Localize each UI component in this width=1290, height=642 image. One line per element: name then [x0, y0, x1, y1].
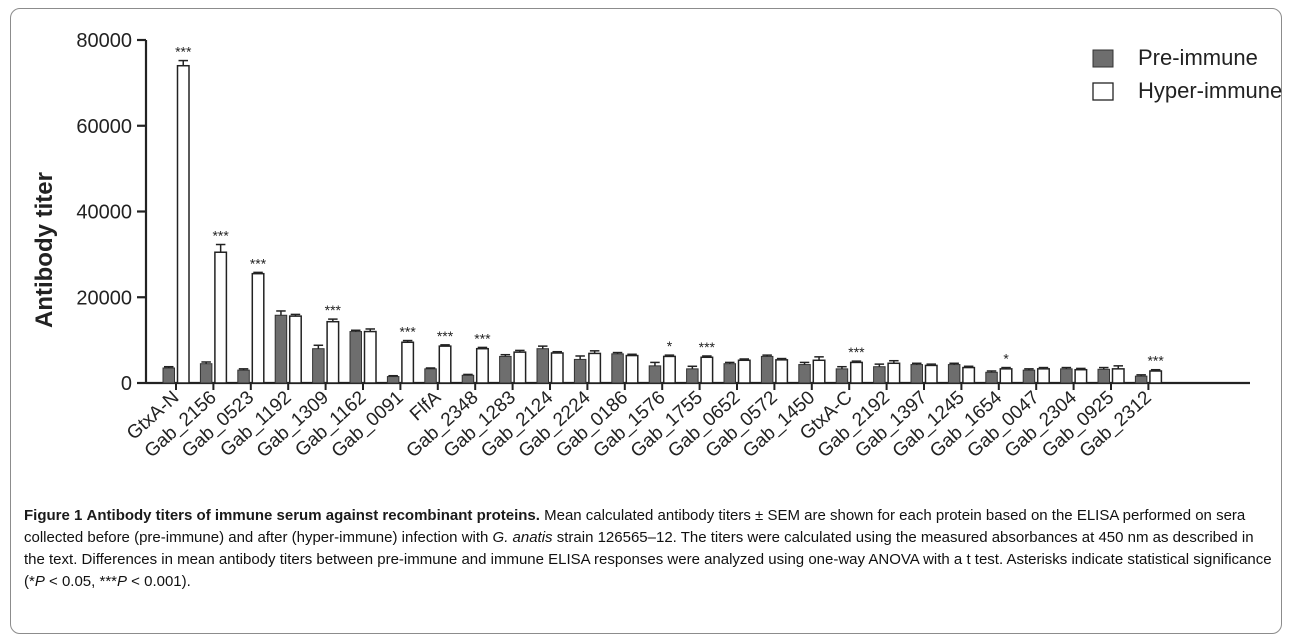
bar-hyper-immune	[214, 251, 228, 384]
significance-marker: ***	[474, 330, 491, 346]
bar-hyper-immune	[662, 355, 676, 384]
bar-pre-immune	[536, 348, 549, 384]
bar-hyper-immune	[625, 354, 639, 384]
bar-hyper-immune	[924, 364, 938, 384]
bar-pre-immune	[573, 358, 587, 384]
bar-hyper-immune	[363, 330, 377, 384]
y-axis: 0 20000 40000 60000 80000	[76, 30, 148, 395]
caption-label: Figure 1	[24, 507, 83, 524]
caption-title: Antibody titers of immune serum against …	[86, 507, 540, 524]
bar-pre-immune	[798, 364, 811, 384]
bar-hyper-immune	[1111, 368, 1125, 384]
significance-marker: ***	[437, 328, 454, 344]
x-axis: GtxA-NGab_2156Gab_0523Gab_1192Gab_1309Ga…	[123, 381, 1250, 462]
bar-hyper-immune	[999, 368, 1013, 384]
bar-pre-immune	[199, 363, 213, 384]
legend: Pre-immune Hyper-immune	[1092, 45, 1282, 103]
significance-marker: ***	[848, 344, 865, 360]
y-tick-label: 20000	[76, 287, 132, 309]
bar-hyper-immune	[775, 359, 789, 384]
legend-swatch-hyper-immune	[1092, 82, 1114, 101]
bar-hyper-immune	[288, 315, 302, 384]
caption-text: < 0.05, ***	[44, 573, 117, 590]
bar-pre-immune	[648, 365, 662, 384]
bar-pre-immune	[760, 355, 774, 384]
bar-chart: 0 20000 40000 60000 80000 GtxA-NGab_2156Gab_…	[31, 30, 1282, 462]
significance-marker: ***	[175, 44, 192, 60]
bar-hyper-immune	[475, 347, 489, 384]
significance-marker: ***	[399, 324, 416, 340]
y-tick-label: 60000	[76, 116, 132, 138]
caption-p: P	[34, 573, 45, 590]
bar-pre-immune	[386, 376, 400, 384]
bar-pre-immune	[723, 363, 736, 384]
significance-marker: ***	[325, 302, 342, 318]
bar-hyper-immune	[1074, 368, 1088, 384]
legend-label-pre-immune: Pre-immune	[1138, 45, 1258, 70]
y-tick-label: 0	[121, 373, 132, 395]
legend-swatch-pre-immune	[1092, 49, 1114, 68]
bar-hyper-immune	[251, 272, 265, 384]
bar-pre-immune	[1022, 369, 1036, 384]
bar-pre-immune	[162, 367, 175, 384]
significance-marker: ***	[1147, 353, 1164, 369]
bar-pre-immune	[349, 331, 362, 384]
bar-pre-immune	[611, 353, 624, 384]
bar-pre-immune	[985, 371, 998, 384]
figure-frame	[10, 8, 1282, 634]
caption-p: P	[117, 573, 128, 590]
significance-marker: ***	[212, 228, 229, 244]
bar-pre-immune	[1097, 368, 1110, 384]
bar-hyper-immune	[812, 359, 826, 384]
figure-caption: Figure 1 Antibody titers of immune serum…	[24, 505, 1274, 593]
bar-hyper-immune	[887, 362, 901, 384]
bar-pre-immune	[312, 348, 325, 384]
bar-hyper-immune	[401, 341, 415, 384]
bar-pre-immune	[499, 355, 512, 384]
bar-pre-immune	[1060, 368, 1073, 384]
bar-pre-immune	[1134, 375, 1148, 384]
caption-species: G. anatis	[492, 529, 553, 546]
y-tick-label: 80000	[76, 30, 132, 52]
bar-pre-immune	[686, 368, 699, 384]
bar-hyper-immune	[513, 351, 527, 384]
caption-text: strain 126565–12. The titers were calcul…	[24, 529, 1272, 590]
bars: *************** *** *** * *** *** * ***	[162, 44, 1164, 384]
bar-pre-immune	[461, 374, 475, 384]
significance-marker: *	[1003, 351, 1009, 367]
bar-hyper-immune	[849, 361, 863, 384]
bar-pre-immune	[947, 364, 961, 384]
bar-hyper-immune	[1149, 370, 1163, 384]
bar-pre-immune	[237, 369, 250, 384]
bar-pre-immune	[835, 368, 849, 384]
bar-hyper-immune	[438, 345, 452, 384]
bar-hyper-immune	[176, 64, 190, 384]
bar-hyper-immune	[700, 356, 714, 384]
bar-hyper-immune	[588, 352, 602, 384]
bar-hyper-immune	[1036, 368, 1050, 384]
significance-marker: ***	[250, 255, 267, 271]
bar-hyper-immune	[550, 352, 564, 384]
legend-label-hyper-immune: Hyper-immune	[1138, 78, 1282, 103]
bar-hyper-immune	[962, 366, 976, 384]
bar-pre-immune	[274, 314, 288, 384]
caption-text: Mean calculated antibody titers ± SEM ar…	[24, 507, 1246, 546]
bar-pre-immune	[424, 368, 437, 384]
caption-text: < 0.001).	[127, 573, 191, 590]
bar-hyper-immune	[737, 359, 751, 384]
significance-marker: ***	[699, 339, 716, 355]
bar-pre-immune	[910, 364, 923, 384]
bar-pre-immune	[873, 366, 886, 384]
bar-hyper-immune	[326, 320, 340, 384]
y-axis-label: Antibody titer	[31, 172, 58, 328]
significance-marker: *	[667, 338, 673, 354]
y-tick-label: 40000	[76, 202, 132, 224]
